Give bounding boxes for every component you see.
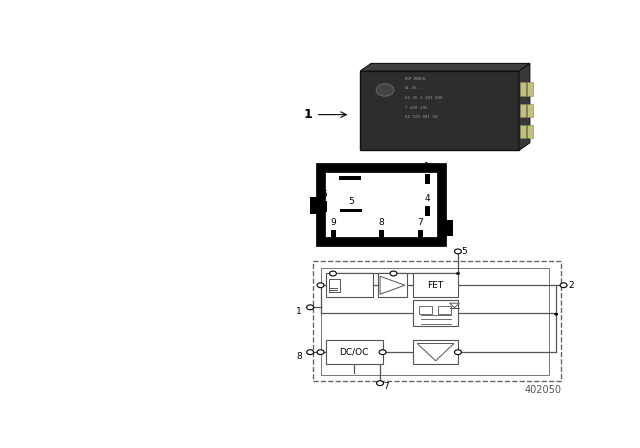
Text: EKP-MODUL: EKP-MODUL <box>405 77 428 81</box>
Circle shape <box>376 381 383 386</box>
Bar <box>438 306 451 314</box>
Bar <box>413 301 458 326</box>
Text: 2: 2 <box>348 164 353 173</box>
Bar <box>321 168 442 242</box>
Text: 8: 8 <box>296 352 302 361</box>
Text: 5: 5 <box>348 197 354 206</box>
Bar <box>425 174 429 184</box>
Circle shape <box>454 350 461 354</box>
Bar <box>310 197 321 214</box>
Bar <box>527 125 533 138</box>
Bar <box>313 261 561 382</box>
Bar <box>442 220 453 236</box>
Bar <box>527 82 533 95</box>
Text: 1: 1 <box>304 108 312 121</box>
Circle shape <box>379 350 386 354</box>
Text: DC/OC: DC/OC <box>339 348 369 357</box>
Text: 8: 8 <box>378 218 384 227</box>
Bar <box>326 340 383 364</box>
Text: 4: 4 <box>424 194 430 203</box>
Circle shape <box>317 350 324 354</box>
Bar <box>520 82 526 95</box>
Circle shape <box>454 249 461 254</box>
Bar <box>413 340 458 364</box>
Text: 61.35.-: 61.35.- <box>405 86 422 90</box>
Circle shape <box>307 350 314 354</box>
Text: 2: 2 <box>568 281 574 290</box>
Polygon shape <box>360 64 530 71</box>
Circle shape <box>390 271 397 276</box>
Text: 1: 1 <box>296 307 302 316</box>
Bar <box>527 104 533 117</box>
Circle shape <box>317 283 324 288</box>
Bar <box>321 267 548 375</box>
Bar <box>425 206 429 216</box>
Text: FET: FET <box>428 281 444 290</box>
Bar <box>340 209 362 212</box>
Circle shape <box>307 305 314 310</box>
Circle shape <box>554 313 558 315</box>
Text: 7: 7 <box>417 218 423 227</box>
Bar <box>339 176 361 180</box>
Bar <box>419 306 431 314</box>
Bar <box>331 230 336 239</box>
Bar <box>413 273 458 297</box>
Text: 7: 7 <box>383 382 389 391</box>
Text: 1: 1 <box>424 162 430 172</box>
Text: 5: 5 <box>461 247 467 256</box>
Bar <box>520 125 526 138</box>
Circle shape <box>330 271 337 276</box>
Bar <box>329 279 340 293</box>
Circle shape <box>376 84 394 96</box>
Text: 9: 9 <box>331 218 337 227</box>
Text: 7 460 295: 7 460 295 <box>405 106 428 110</box>
Text: 61 36 1 393 300: 61 36 1 393 300 <box>405 96 442 100</box>
Bar <box>378 273 407 297</box>
Polygon shape <box>380 276 405 294</box>
Bar <box>379 230 383 239</box>
Bar <box>520 104 526 117</box>
Bar <box>418 230 423 239</box>
Bar <box>360 71 519 151</box>
Text: 402050: 402050 <box>524 385 561 395</box>
Text: 6: 6 <box>322 190 328 199</box>
Polygon shape <box>417 344 454 361</box>
Text: 50 220 001 58: 50 220 001 58 <box>405 115 437 119</box>
Bar <box>322 202 327 212</box>
Bar <box>326 273 372 297</box>
Polygon shape <box>519 64 530 151</box>
Polygon shape <box>449 303 460 308</box>
Circle shape <box>560 283 567 288</box>
Circle shape <box>456 272 460 275</box>
